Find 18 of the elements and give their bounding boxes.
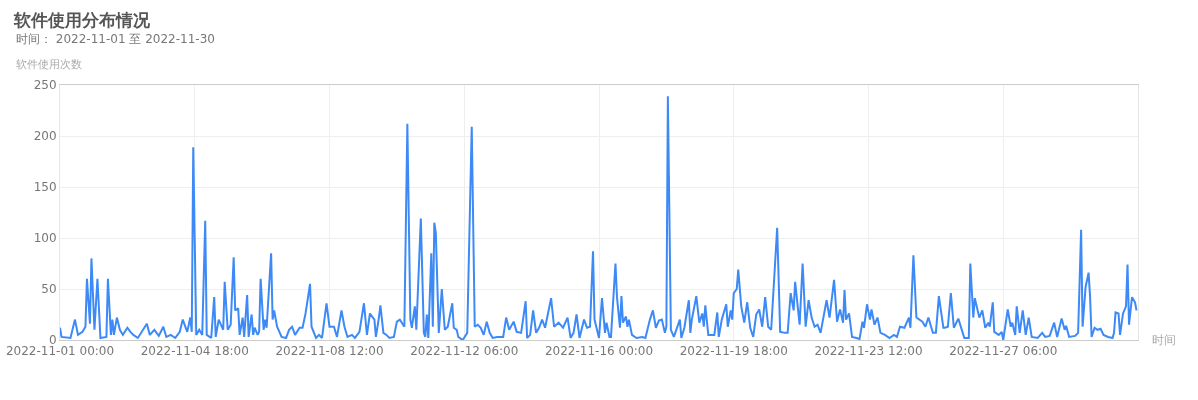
- y-tick-label: 150: [33, 180, 57, 195]
- x-tick-label: 2022-11-01 00:00: [5, 344, 115, 359]
- x-tick-label: 2022-11-19 18:00: [679, 344, 788, 359]
- x-tick-label: 2022-11-08 12:00: [275, 344, 384, 359]
- chart-subtitle: 时间： 2022-11-01 至 2022-11-30: [16, 32, 215, 46]
- y-tick-label: 200: [33, 129, 57, 144]
- y-tick-label: 100: [33, 231, 57, 246]
- y-tick-label: 250: [33, 78, 57, 93]
- x-tick-label: 2022-11-04 18:00: [140, 344, 249, 359]
- x-axis-title: 时间: [1152, 333, 1176, 347]
- x-tick-label: 2022-11-23 12:00: [814, 344, 923, 359]
- y-axis-title: 软件使用次数: [16, 58, 82, 71]
- line-series: [60, 95, 1138, 340]
- x-tick-label: 2022-11-16 00:00: [544, 344, 654, 359]
- chart-title: 软件使用分布情况: [13, 9, 151, 30]
- x-tick-label: 2022-11-12 06:00: [410, 344, 519, 359]
- y-tick-label: 50: [41, 282, 57, 297]
- x-tick-label: 2022-11-27 06:00: [949, 344, 1058, 359]
